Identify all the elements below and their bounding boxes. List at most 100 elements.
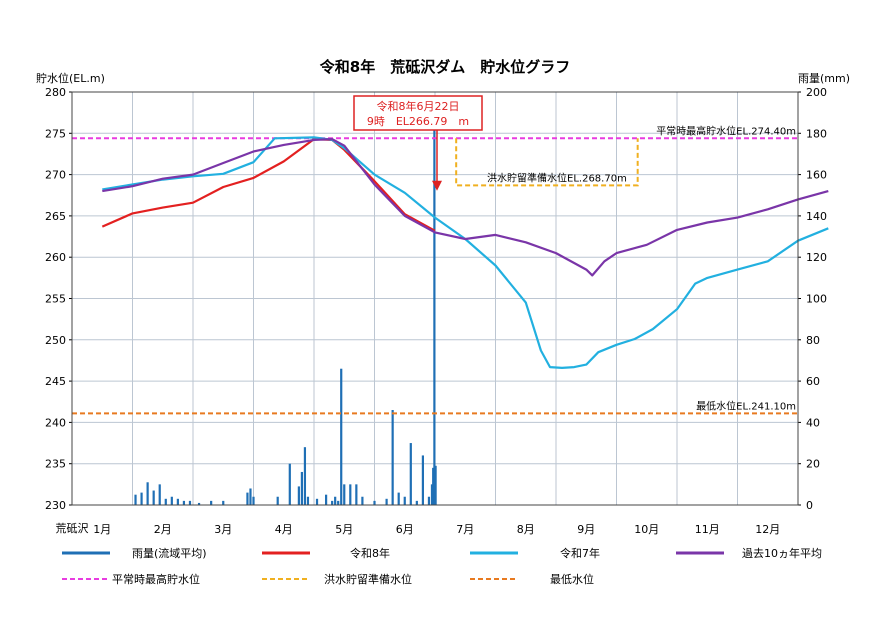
month-label: 9月 — [577, 523, 595, 536]
rain-bar — [331, 500, 334, 505]
rain-bar — [176, 498, 179, 505]
date-callout: 令和8年6月22日 9時 EL266.79 m — [353, 95, 483, 191]
rain-bar — [334, 496, 337, 505]
rain-bar — [170, 496, 173, 505]
chart-title: 令和8年 荒砥沢ダム 貯水位グラフ — [320, 58, 570, 76]
y-tick-label: 275 — [45, 127, 66, 140]
legend-label: 洪水貯留準備水位 — [324, 572, 412, 586]
series-line — [102, 138, 829, 277]
y2-tick-label: 180 — [806, 127, 827, 140]
rain-bar — [146, 482, 149, 505]
rain-bar — [252, 496, 255, 505]
rain-bar — [246, 492, 249, 505]
corner-label: 荒砥沢 — [56, 521, 89, 535]
y-axis-label: 貯水位(EL.m) — [36, 71, 105, 85]
series-lines — [101, 136, 829, 369]
rain-bar — [409, 443, 412, 505]
rain-bar — [158, 484, 161, 505]
flood-level-line — [455, 138, 639, 187]
rain-bar — [361, 496, 364, 505]
rain-bar — [340, 368, 343, 505]
rain-bar — [134, 494, 137, 505]
rain-bar — [343, 484, 346, 505]
rain-bar — [297, 486, 300, 505]
y-tick-label: 260 — [45, 251, 66, 264]
month-label: 11月 — [695, 523, 720, 536]
series-line — [102, 136, 829, 369]
rain-bar — [403, 496, 406, 505]
month-label: 12月 — [755, 523, 780, 536]
rain-bar — [140, 492, 143, 505]
month-label: 5月 — [335, 523, 353, 536]
reference-lines: 平常時最高貯水位EL.274.40m 最低水位EL.241.10m 洪水貯留準備水位… — [72, 124, 798, 415]
y2-tick-label: 80 — [806, 334, 820, 347]
month-label: 6月 — [396, 523, 414, 536]
rainfall-bars — [134, 129, 437, 506]
callout-arrow-head — [432, 180, 442, 191]
series-line — [101, 138, 436, 232]
y2-axis-label: 雨量(mm) — [798, 72, 850, 85]
reference-line-label: 平常時最高貯水位EL.274.40m — [656, 124, 796, 137]
rain-bar — [373, 500, 376, 505]
rain-bar — [222, 500, 225, 505]
rain-bar — [164, 498, 167, 505]
y-tick-label: 255 — [45, 293, 66, 306]
rain-bar — [415, 500, 418, 505]
rain-bar — [249, 488, 252, 505]
y-tick-label: 240 — [45, 416, 66, 429]
rain-bar — [427, 496, 431, 505]
y2-tick-label: 140 — [806, 210, 827, 223]
y2-tick-label: 160 — [806, 169, 827, 182]
y2-tick-label: 40 — [806, 416, 820, 429]
month-label: 1月 — [93, 523, 111, 536]
legend-label: 令和7年 — [560, 546, 600, 560]
y2-tick-label: 200 — [806, 86, 827, 99]
legend-label: 最低水位 — [550, 572, 594, 586]
callout-box — [353, 95, 483, 131]
callout-line2: 9時 EL266.79 m — [367, 115, 469, 128]
y2-tick-label: 60 — [806, 375, 820, 388]
legend-label: 過去10ヵ年平均 — [742, 546, 822, 560]
rain-bar — [300, 471, 303, 505]
rain-bar — [434, 465, 437, 505]
callout-line1: 令和8年6月22日 — [377, 99, 460, 113]
rain-bar — [315, 498, 319, 505]
y2-tick-label: 20 — [806, 458, 820, 471]
y-tick-label: 250 — [45, 334, 66, 347]
legend-label: 平常時最高貯水位 — [112, 572, 200, 586]
rain-bar — [276, 496, 279, 505]
y2-tick-label: 0 — [806, 499, 813, 512]
y-tick-label: 235 — [45, 458, 66, 471]
rain-bar — [152, 490, 155, 505]
month-label: 4月 — [275, 523, 293, 536]
y-tick-label: 230 — [45, 499, 66, 512]
rain-bar — [188, 500, 192, 505]
rain-bar — [397, 492, 400, 505]
month-label: 7月 — [456, 523, 474, 536]
rain-bar — [288, 463, 291, 505]
y2-tick-label: 100 — [806, 293, 827, 306]
y-tick-label: 270 — [45, 169, 66, 182]
y2-tick-label: 120 — [806, 251, 827, 264]
month-label: 10月 — [634, 523, 659, 536]
month-label: 8月 — [517, 523, 535, 536]
plot-frame — [71, 91, 799, 506]
rain-bar — [433, 129, 436, 506]
axes: 230 235 240 245 250 255 260 265 270 275 280 0 20 40 60… — [45, 86, 827, 536]
y-tick-label: 245 — [45, 375, 66, 388]
rain-bar — [391, 410, 394, 505]
flood-level-label: 洪水貯留準備水位EL.268.70m — [487, 171, 627, 184]
rain-bar — [421, 455, 424, 505]
rain-bar — [210, 500, 213, 505]
rain-bar — [432, 467, 435, 505]
rain-bar — [306, 496, 310, 505]
legend-label: 雨量(流域平均) — [132, 546, 207, 560]
rain-bar — [355, 484, 358, 505]
month-label: 2月 — [154, 523, 172, 536]
rain-bar — [325, 494, 328, 505]
reference-line-label: 最低水位EL.241.10m — [696, 399, 796, 412]
rain-bar — [430, 484, 434, 505]
rain-bar — [182, 500, 186, 505]
